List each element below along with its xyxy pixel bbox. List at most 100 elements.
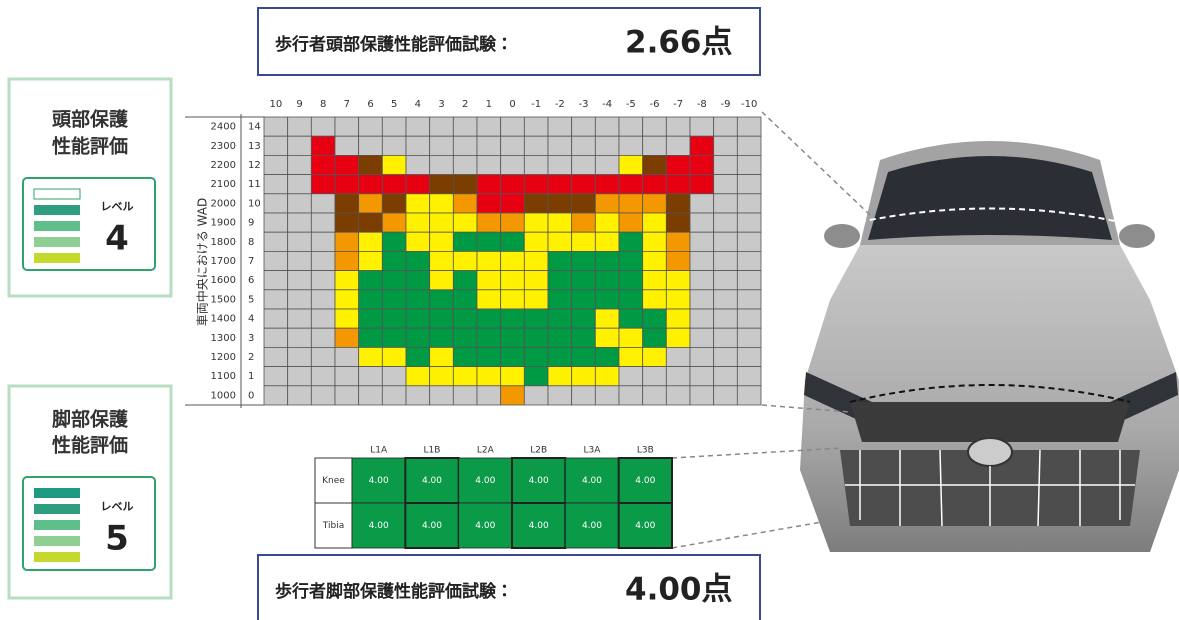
column-label: L2A xyxy=(477,446,495,456)
grid-cell xyxy=(523,270,549,291)
index-label: 13 xyxy=(248,141,261,152)
grid-cell xyxy=(665,346,691,367)
grid-cell xyxy=(594,366,620,387)
grid-cell xyxy=(334,135,360,156)
grid-cell xyxy=(523,116,549,137)
grid-cell xyxy=(689,174,715,195)
grid-cell xyxy=(358,366,383,387)
x-label: -8 xyxy=(697,99,707,110)
car-illustration xyxy=(800,141,1179,552)
grid-cell xyxy=(263,174,289,195)
grid-cell xyxy=(310,250,336,271)
grid-cell xyxy=(429,116,454,137)
grid-cell xyxy=(571,116,596,137)
grid-cell xyxy=(689,327,715,348)
grid-cell xyxy=(547,116,573,137)
grid-cell xyxy=(287,116,312,137)
grid-cell xyxy=(287,366,312,387)
grid-cell xyxy=(429,289,454,310)
grid-cell xyxy=(334,116,360,137)
grid-cell xyxy=(405,135,431,156)
grid-cell xyxy=(713,250,738,271)
grid-cell xyxy=(310,212,336,233)
value-text: 4.00 xyxy=(635,521,655,531)
value-text: 4.00 xyxy=(422,476,442,486)
grid-cell xyxy=(642,270,667,291)
grid-cell xyxy=(736,231,762,252)
level-value: 5 xyxy=(105,519,129,559)
grid-cell xyxy=(547,289,573,310)
grid-cell xyxy=(452,193,478,214)
grid-cell xyxy=(594,116,620,137)
grid-cell xyxy=(476,116,502,137)
index-label: 8 xyxy=(248,237,254,248)
x-label: 8 xyxy=(320,99,326,110)
head-score-box xyxy=(257,7,761,76)
grid-cell xyxy=(689,135,715,156)
grid-cell xyxy=(381,308,407,329)
grid-cell xyxy=(547,231,573,252)
grid-cell xyxy=(618,308,644,329)
grid-cell xyxy=(452,385,478,406)
grid-cell xyxy=(287,193,312,214)
wad-label: 1700 xyxy=(211,256,236,267)
x-label: -4 xyxy=(602,99,612,110)
grid-cell xyxy=(381,270,407,291)
grid-cell xyxy=(642,154,667,175)
x-label: 2 xyxy=(462,99,468,110)
grid-cell xyxy=(334,250,360,271)
grid-cell xyxy=(287,346,312,367)
grid-cell xyxy=(405,116,431,137)
index-label: 4 xyxy=(248,314,254,325)
index-label: 5 xyxy=(248,294,254,305)
level-label: レベル xyxy=(101,200,134,213)
grid-cell xyxy=(523,385,549,406)
grid-cell xyxy=(358,250,383,271)
grid-cell xyxy=(310,366,336,387)
grid-cell xyxy=(429,327,454,348)
grid-cell xyxy=(263,366,289,387)
grid-cell xyxy=(642,193,667,214)
grid-cell xyxy=(429,135,454,156)
grid-cell xyxy=(594,212,620,233)
level-bar xyxy=(34,504,80,514)
grid-cell xyxy=(287,174,312,195)
grid-cell xyxy=(310,308,336,329)
column-label: L1A xyxy=(370,446,388,456)
grid-cell xyxy=(713,308,738,329)
grid-cell xyxy=(665,212,691,233)
grid-cell xyxy=(571,174,596,195)
grid-cell xyxy=(618,366,644,387)
x-label: 7 xyxy=(344,99,350,110)
grid-cell xyxy=(713,174,738,195)
grid-cell xyxy=(665,270,691,291)
grid-cell xyxy=(452,289,478,310)
grid-cell xyxy=(381,154,407,175)
grid-cell xyxy=(358,174,383,195)
grid-cell xyxy=(334,193,360,214)
grid-cell xyxy=(642,346,667,367)
index-label: 3 xyxy=(248,333,254,344)
head-score-value: 2.66点 xyxy=(625,25,733,61)
wad-label: 2300 xyxy=(211,141,236,152)
wad-label: 1500 xyxy=(211,294,236,305)
grid-cell xyxy=(381,385,407,406)
grid-cell xyxy=(452,174,478,195)
grid-cell xyxy=(523,289,549,310)
grid-cell xyxy=(713,327,738,348)
grid-cell xyxy=(736,289,762,310)
value-cell xyxy=(617,457,674,504)
grid-cell xyxy=(334,270,360,291)
grid-cell xyxy=(405,154,431,175)
grid-cell xyxy=(500,289,525,310)
panel-title: 脚部保護 xyxy=(52,408,129,431)
grid-cell xyxy=(405,308,431,329)
x-label: 9 xyxy=(296,99,302,110)
level-bar xyxy=(34,221,80,231)
index-label: 7 xyxy=(248,256,254,267)
grid-cell xyxy=(571,193,596,214)
grid-cell xyxy=(429,174,454,195)
panel-title: 頭部保護 xyxy=(52,108,129,131)
grid-cell xyxy=(618,270,644,291)
grid-cell xyxy=(736,116,762,137)
